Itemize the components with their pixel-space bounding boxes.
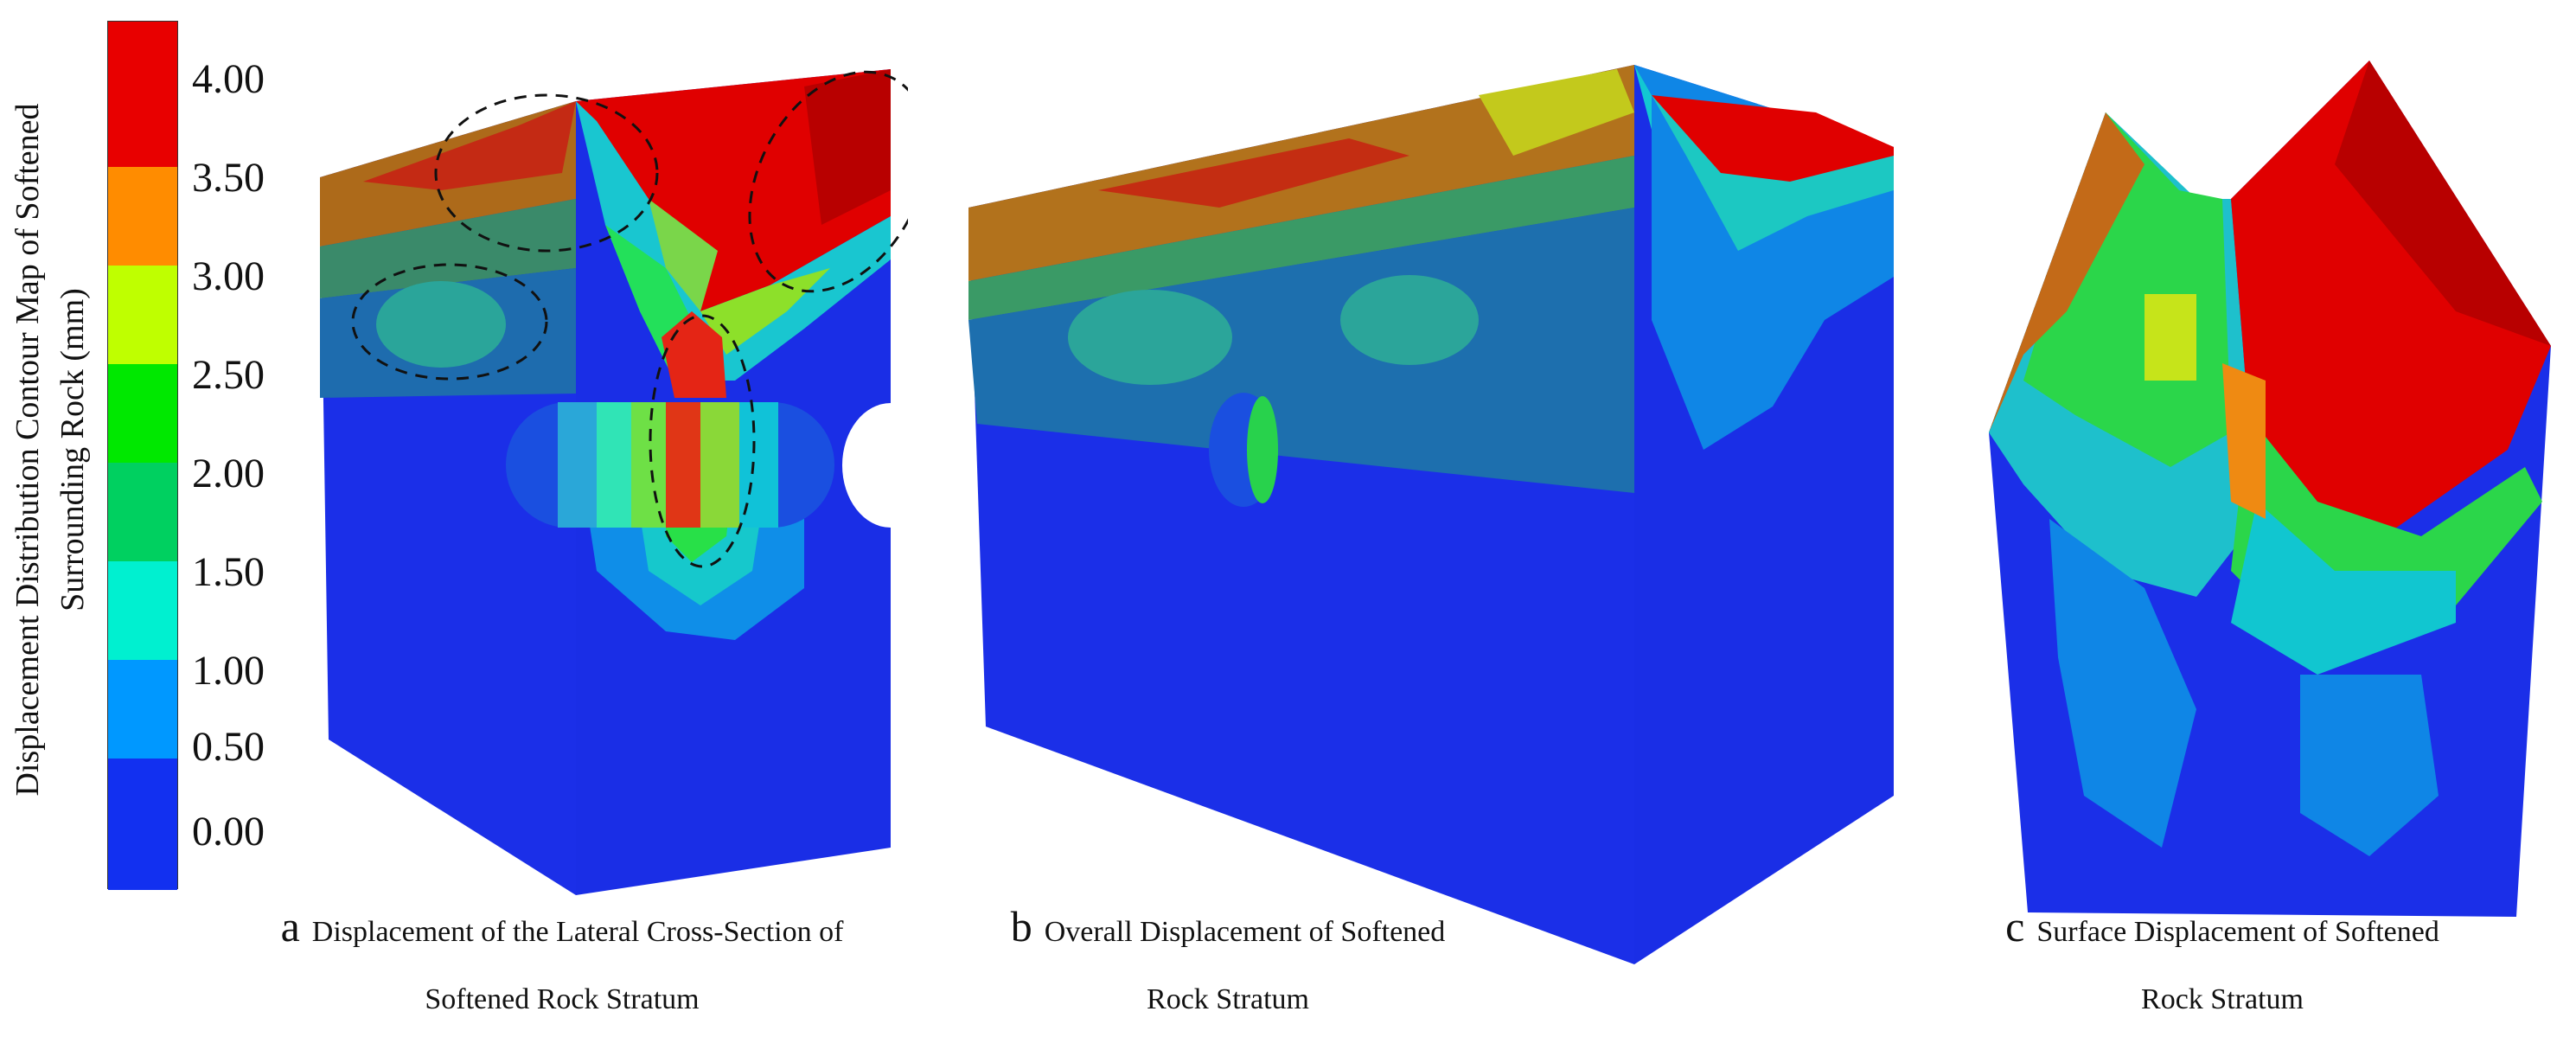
tick-label: 1.00 <box>192 648 265 694</box>
caption-b-line2: Rock Stratum <box>1147 983 1309 1015</box>
caption-c-line1: Surface Displacement of Softened <box>2036 916 2439 948</box>
legend-title-line2: Surrounding Rock (mm) <box>54 288 91 611</box>
dashed-outline <box>649 314 756 568</box>
panel-a-lobe <box>376 281 506 368</box>
tick-label: 3.50 <box>192 155 265 201</box>
dashed-outline <box>351 263 548 381</box>
tick-label: 2.50 <box>192 352 265 398</box>
caption-c-letter: c <box>2005 902 2025 951</box>
caption-a-line2: Softened Rock Stratum <box>425 983 700 1015</box>
caption-b-line1: Overall Displacement of Softened <box>1044 916 1446 948</box>
colorbar-band-green <box>108 364 177 463</box>
panel-b-contour <box>960 61 1911 969</box>
tick-label: 1.50 <box>192 549 265 595</box>
colorbar-band-orange <box>108 167 177 266</box>
tick-label: 4.00 <box>192 56 265 102</box>
caption-a-letter: a <box>280 902 300 951</box>
caption-b: b Overall Displacement of Softened Rock S… <box>960 893 1496 1034</box>
tick-label: 0.50 <box>192 724 265 770</box>
caption-c-line2: Rock Stratum <box>2141 983 2304 1015</box>
panel-c-contour <box>1972 52 2560 925</box>
caption-c: c Surface Displacement of Softened Rock S… <box>1946 893 2499 1034</box>
colorbar-band-yellow-green <box>108 266 177 364</box>
legend-title-line1: Displacement Distribution Contour Map of… <box>10 103 46 797</box>
caption-a: a Displacement of the Lateral Cross-Secti… <box>233 893 891 1034</box>
caption-b-letter: b <box>1010 902 1032 951</box>
caption-a-line1: Displacement of the Lateral Cross-Sectio… <box>311 916 844 948</box>
legend-title: Displacement Distribution Contour Map of… <box>5 52 100 848</box>
colorbar-band-cyan <box>108 561 177 660</box>
colorbar-band-medium-green <box>108 463 177 561</box>
colorbar <box>107 21 178 890</box>
tick-label: 2.00 <box>192 451 265 496</box>
colorbar-band-red <box>108 22 177 167</box>
dashed-outline <box>748 70 908 293</box>
colorbar-band-light-blue <box>108 660 177 759</box>
colorbar-band-blue <box>108 759 177 890</box>
tick-label: 0.00 <box>192 809 265 855</box>
dashed-outline <box>434 93 659 253</box>
tick-label: 3.00 <box>192 253 265 299</box>
panel-a-contour <box>320 52 908 899</box>
